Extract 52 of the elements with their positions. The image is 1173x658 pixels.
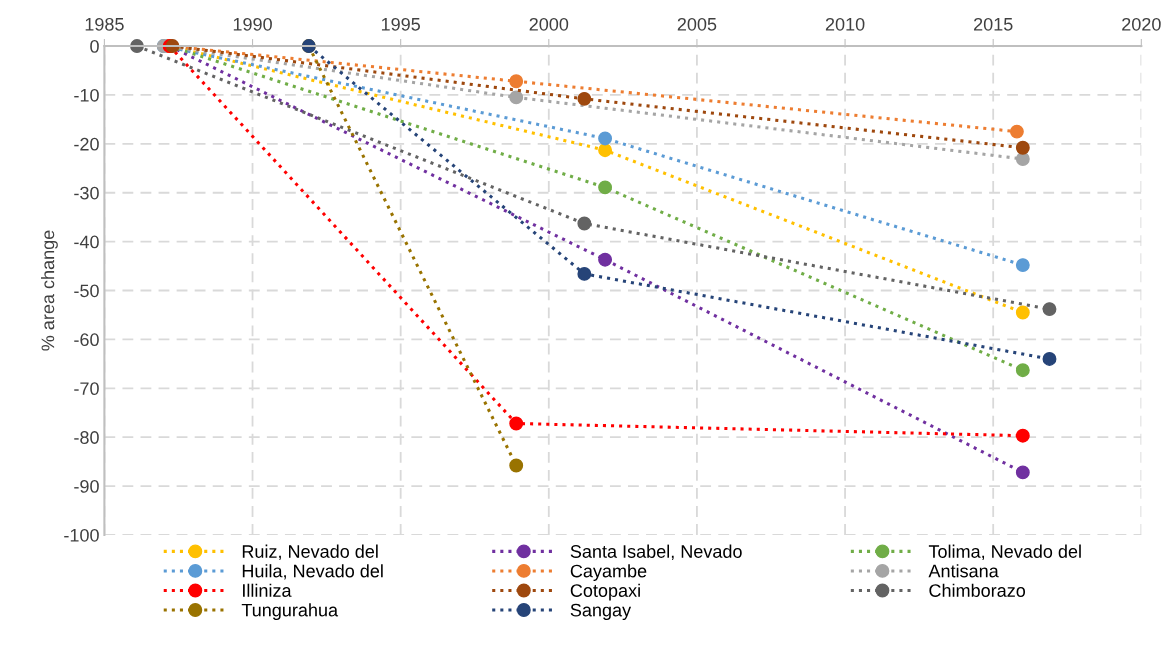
x-tick-label: 2000 (529, 17, 569, 31)
point (1015, 152, 1030, 166)
y-tick-label: -40 (74, 235, 99, 249)
point (598, 131, 613, 146)
y-tick-label: -30 (74, 186, 99, 200)
x-tick-label: 1990 (233, 17, 272, 31)
point (509, 416, 524, 431)
point (577, 266, 592, 281)
y-tick-label: -20 (74, 137, 99, 151)
legend-label: Antisana (928, 564, 999, 578)
point (1015, 140, 1030, 155)
point (598, 180, 613, 195)
x-tick-label: 2020 (1122, 17, 1161, 31)
x-tick-label: 2005 (677, 17, 717, 31)
y-tick-label: -90 (74, 480, 99, 493)
legend-label: Huila, Nevado del (242, 564, 383, 580)
point (1042, 352, 1057, 366)
point (509, 90, 524, 105)
y-tick-label: -50 (74, 284, 99, 298)
y-tick-label: -10 (74, 88, 99, 102)
y-tick-label: 0 (90, 39, 99, 53)
legend-label: Tolima, Nevado del (928, 544, 1081, 561)
point (509, 458, 524, 473)
y-tick-label: -60 (74, 333, 99, 347)
legend-label: Santa Isabel, Nevado (570, 544, 742, 561)
x-tick-label: 2015 (974, 17, 1013, 31)
legend-label: Sangay (570, 603, 632, 621)
point (1015, 305, 1030, 320)
legend-label: Illiniza (243, 583, 292, 597)
legend-label: Cayambe (570, 564, 647, 581)
y-tick-label: -70 (74, 382, 99, 396)
legend-label: Tungurahua (241, 603, 339, 621)
legend-label: Chimborazo (929, 583, 1026, 597)
point (598, 252, 613, 267)
legend-label: Ruiz, Nevado del (242, 544, 378, 561)
point (1015, 258, 1030, 273)
y-tick-label: -100 (64, 528, 99, 542)
point (1015, 465, 1030, 480)
y-axis-title: % area change (41, 230, 58, 351)
point (509, 74, 524, 89)
point (598, 143, 613, 158)
x-tick-label: 1995 (381, 17, 420, 31)
y-tick-label: -80 (74, 431, 99, 444)
point (577, 91, 592, 106)
x-tick-label: 2010 (825, 17, 865, 31)
legend-label: Cotopaxi (570, 583, 640, 601)
point (1009, 124, 1024, 139)
point (1015, 363, 1030, 378)
point (1015, 428, 1030, 443)
point (577, 216, 592, 231)
point (1042, 302, 1057, 317)
x-tick-label: 1985 (85, 17, 124, 31)
